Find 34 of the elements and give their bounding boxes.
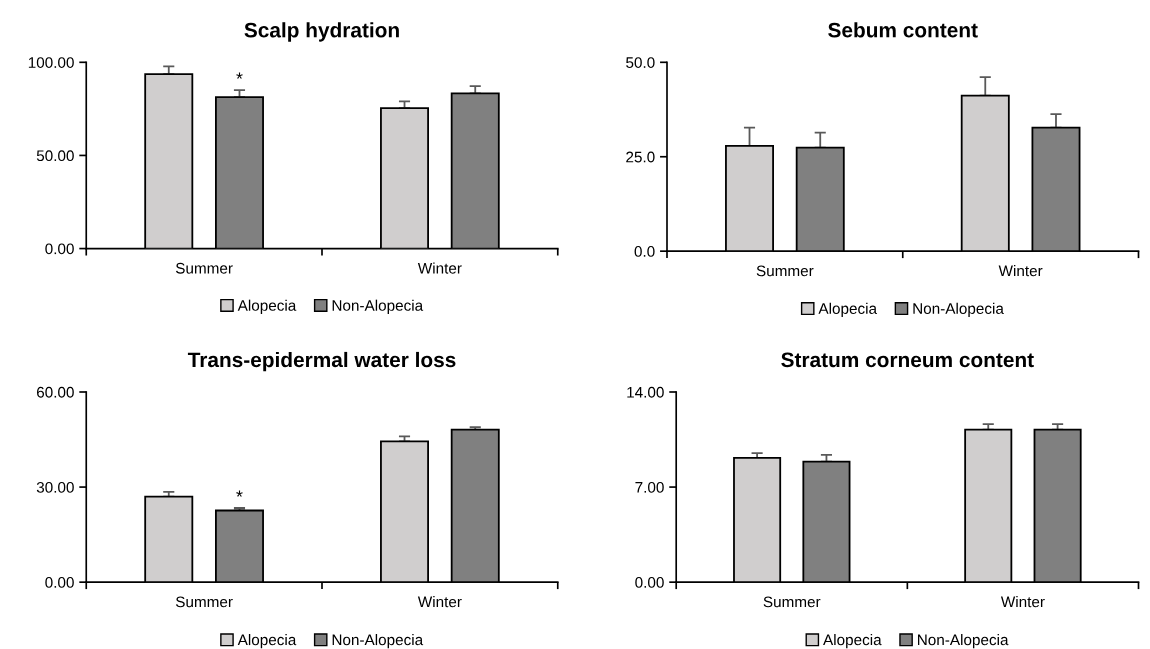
y-tick-label: 7.00	[635, 481, 664, 493]
x-tick-label: Winter	[1000, 596, 1045, 608]
legend-label: Non-Alopecia	[332, 634, 424, 649]
legend-label: Alopecia	[818, 302, 878, 318]
y-tick-label: 100.00	[28, 57, 74, 68]
y-tick-label: 60.00	[36, 386, 74, 398]
annotation: *	[236, 490, 243, 497]
y-tick-label: 25.0	[626, 151, 655, 163]
chart-title: Stratum corneum content	[781, 352, 1034, 368]
y-tick-label: 0.00	[45, 243, 74, 255]
x-tick-label: Summer	[175, 262, 233, 274]
y-tick-label: 0.0	[634, 246, 655, 257]
y-tick-label: 30.00	[36, 481, 74, 493]
y-tick-label: 50.00	[36, 150, 74, 162]
x-tick-label: Winter	[998, 265, 1043, 277]
legend-label: Non-Alopecia	[913, 302, 1004, 318]
legend-label: Non-Alopecia	[332, 299, 424, 314]
legend-label: Non-Alopecia	[918, 634, 1009, 649]
chart-title: Scalp hydration	[244, 22, 399, 42]
y-tick-label: 50.0	[626, 57, 655, 68]
x-tick-label: Summer	[756, 265, 814, 277]
legend-label: Alopecia	[823, 634, 882, 649]
x-tick-label: Winter	[417, 596, 462, 608]
x-tick-label: Winter	[417, 262, 462, 274]
chart-title: Trans-epidermal water loss	[187, 351, 456, 372]
y-tick-label: 0.00	[45, 577, 74, 588]
y-tick-label: 14.00	[627, 386, 664, 398]
legend-label: Alopecia	[237, 634, 297, 649]
x-tick-label: Summer	[175, 596, 233, 608]
chart-title: Sebum content	[828, 22, 978, 38]
legend-label: Alopecia	[237, 299, 297, 314]
x-tick-label: Summer	[763, 596, 821, 608]
y-tick-label: 0.00	[635, 577, 664, 588]
annotation: *	[236, 72, 243, 79]
